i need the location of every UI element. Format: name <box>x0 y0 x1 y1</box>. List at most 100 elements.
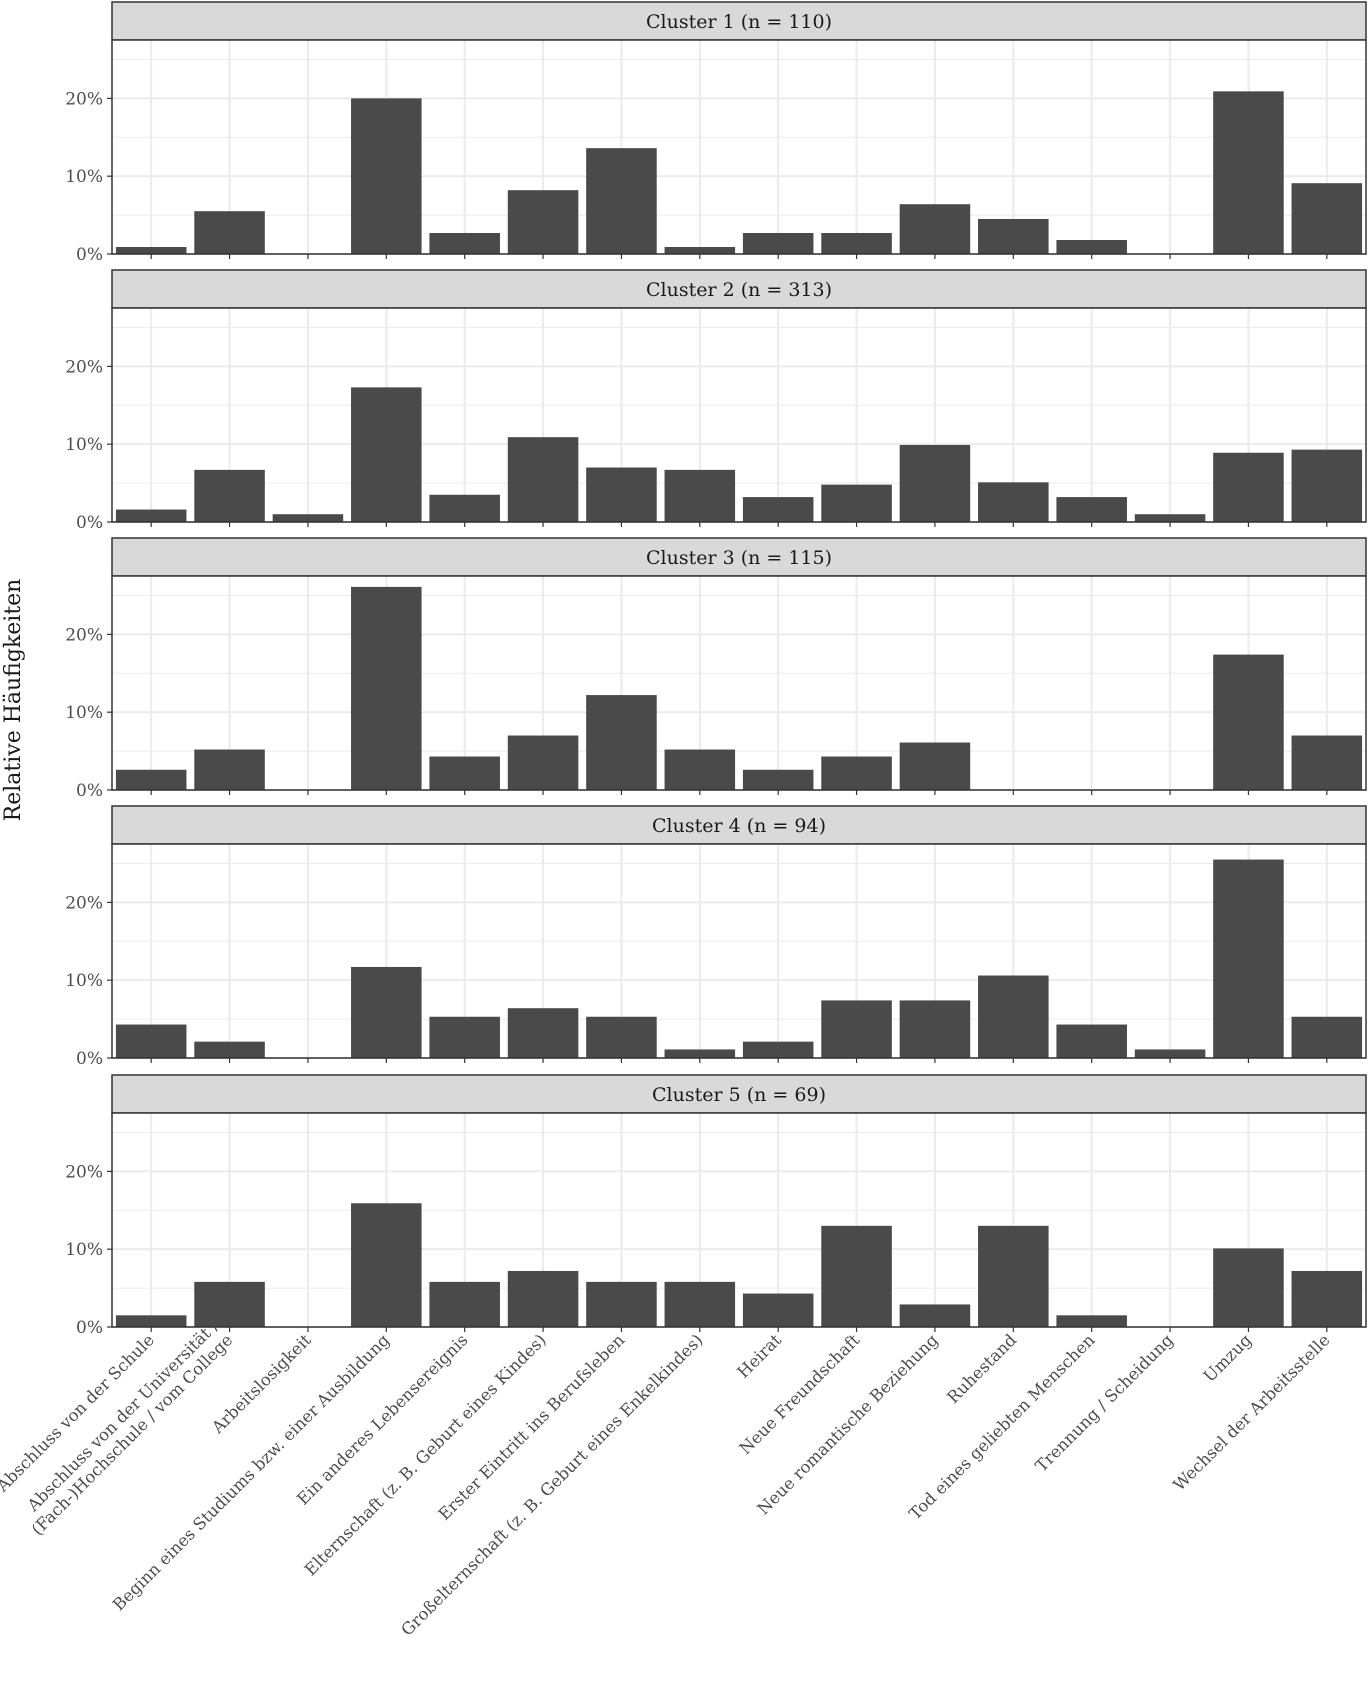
bar-cluster-2-cat-3 <box>272 514 344 522</box>
bar-cluster-1-cat-7 <box>586 148 657 254</box>
bar-cluster-5-cat-4 <box>351 1203 422 1327</box>
bar-cluster-2-cat-12 <box>978 482 1049 522</box>
facet-strip-label: Cluster 1 (n = 110) <box>646 11 832 33</box>
bar-cluster-5-cat-16 <box>1291 1270 1363 1327</box>
bar-cluster-2-cat-7 <box>586 467 657 522</box>
bar-cluster-4-cat-1 <box>115 1024 187 1058</box>
bar-cluster-5-cat-9 <box>742 1293 814 1327</box>
bar-cluster-2-cat-1 <box>115 509 187 522</box>
x-tick-label: Heirat <box>734 1330 786 1382</box>
y-tick-label: 20% <box>65 357 103 377</box>
bar-cluster-3-cat-6 <box>507 735 579 790</box>
bar-cluster-4-cat-5 <box>429 1016 500 1058</box>
x-tick-label: Trennung / Scheidung <box>1032 1330 1178 1476</box>
bar-cluster-4-cat-4 <box>351 966 422 1058</box>
panel-border <box>111 39 1367 255</box>
panel-background <box>112 576 1366 790</box>
bar-cluster-4-cat-8 <box>664 1049 736 1058</box>
bar-cluster-5-cat-5 <box>429 1281 500 1327</box>
panel-cluster-1: Cluster 1 (n = 110) 0% 10% 20% <box>65 1 1367 265</box>
bar-cluster-3-cat-9 <box>742 769 814 790</box>
bar-cluster-1-cat-15 <box>1213 91 1284 254</box>
y-tick-label: 10% <box>65 971 103 991</box>
y-tick-label: 0% <box>76 1049 103 1069</box>
bar-cluster-5-cat-15 <box>1213 1248 1284 1327</box>
facet-strip <box>111 1 1367 41</box>
bar-cluster-4-cat-14 <box>1134 1049 1206 1058</box>
panel-border <box>111 575 1367 791</box>
panel-border <box>111 1112 1367 1328</box>
y-tick-label: 20% <box>65 625 103 645</box>
bar-cluster-3-cat-5 <box>429 756 500 790</box>
bar-cluster-1-cat-6 <box>507 190 579 254</box>
y-tick-label: 10% <box>65 703 103 723</box>
y-tick-label: 0% <box>76 513 103 533</box>
y-tick-label: 0% <box>76 781 103 801</box>
bar-cluster-3-cat-4 <box>351 586 422 790</box>
y-tick-label: 0% <box>76 1318 103 1338</box>
bar-cluster-1-cat-4 <box>351 98 422 254</box>
bar-cluster-2-cat-8 <box>664 469 736 522</box>
bar-cluster-1-cat-5 <box>429 232 500 254</box>
y-tick-label: 10% <box>65 167 103 187</box>
bar-cluster-2-cat-10 <box>821 484 892 522</box>
bar-cluster-1-cat-12 <box>978 218 1049 254</box>
facet-strip <box>111 269 1367 309</box>
bar-cluster-2-cat-6 <box>507 437 579 522</box>
panel-background <box>112 1113 1366 1327</box>
x-tick-label: Wechsel der Arbeitsstelle <box>1169 1330 1333 1494</box>
y-tick-label: 20% <box>65 893 103 913</box>
bar-cluster-4-cat-7 <box>586 1016 657 1058</box>
bar-cluster-3-cat-1 <box>115 769 187 790</box>
bar-cluster-1-cat-10 <box>821 232 892 254</box>
bar-cluster-2-cat-15 <box>1213 452 1284 522</box>
facet-strip <box>111 537 1367 577</box>
bar-cluster-3-cat-7 <box>586 695 657 790</box>
x-tick-label: Ruhestand <box>943 1330 1020 1407</box>
x-tick-label: Großelternschaft (z. B. Geburt eines Enk… <box>397 1330 706 1639</box>
bar-cluster-3-cat-10 <box>821 756 892 790</box>
bar-cluster-2-cat-5 <box>429 494 500 522</box>
y-tick-label: 20% <box>65 1162 103 1182</box>
bar-cluster-5-cat-2 <box>194 1281 265 1327</box>
bar-cluster-3-cat-2 <box>194 749 265 790</box>
bar-cluster-3-cat-11 <box>899 742 971 790</box>
bar-cluster-1-cat-9 <box>742 232 814 254</box>
y-tick-label: 0% <box>76 245 103 265</box>
bar-cluster-2-cat-9 <box>742 497 814 522</box>
panel-border <box>111 307 1367 523</box>
panel-cluster-2: Cluster 2 (n = 313) 0% 10% 20% <box>65 269 1367 533</box>
bar-cluster-5-cat-13 <box>1056 1315 1127 1327</box>
bar-cluster-1-cat-16 <box>1291 183 1363 254</box>
x-tick-label: Ein anderes Lebensereignis <box>293 1330 471 1508</box>
bar-cluster-2-cat-2 <box>194 469 265 522</box>
panel-cluster-5: Cluster 5 (n = 69) 0% 10% 20% <box>65 1074 1367 1338</box>
bar-cluster-5-cat-8 <box>664 1281 736 1327</box>
bar-cluster-1-cat-8 <box>664 246 736 254</box>
bar-cluster-2-cat-11 <box>899 444 971 522</box>
panel-background <box>112 40 1366 254</box>
bar-cluster-5-cat-7 <box>586 1281 657 1327</box>
y-tick-label: 20% <box>65 89 103 109</box>
bar-cluster-5-cat-10 <box>821 1225 892 1327</box>
bar-cluster-3-cat-16 <box>1291 735 1363 790</box>
bar-cluster-5-cat-11 <box>899 1304 971 1327</box>
bar-cluster-1-cat-11 <box>899 204 971 254</box>
bar-cluster-5-cat-1 <box>115 1315 187 1327</box>
bar-cluster-4-cat-10 <box>821 1000 892 1058</box>
bar-cluster-4-cat-6 <box>507 1008 579 1058</box>
bar-cluster-2-cat-4 <box>351 387 422 522</box>
facet-strip-label: Cluster 5 (n = 69) <box>652 1084 826 1106</box>
facet-strip-label: Cluster 3 (n = 115) <box>646 547 832 569</box>
bar-cluster-1-cat-1 <box>115 246 187 254</box>
panel-cluster-4: Cluster 4 (n = 94) 0% 10% 20% <box>65 805 1367 1069</box>
panel-background <box>112 844 1366 1058</box>
bar-cluster-5-cat-6 <box>507 1270 579 1327</box>
bar-cluster-2-cat-16 <box>1291 449 1363 522</box>
bar-cluster-4-cat-12 <box>978 975 1049 1058</box>
bar-cluster-1-cat-13 <box>1056 239 1127 254</box>
facet-strip-label: Cluster 4 (n = 94) <box>652 815 826 837</box>
bar-cluster-4-cat-9 <box>742 1041 814 1058</box>
y-axis-title: Relative Häufigkeiten <box>1 579 26 822</box>
